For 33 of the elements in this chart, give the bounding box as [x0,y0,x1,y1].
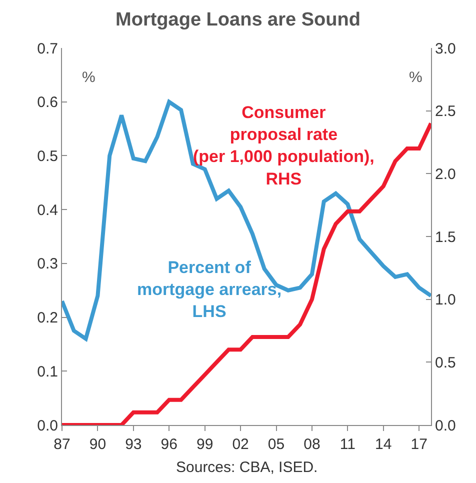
x-tick-label: 05 [268,436,285,453]
series-label: Consumer proposal rate (per 1,000 population), RHS [193,103,374,188]
y-tick-label: 0.5 [37,148,58,165]
x-tick-label: 93 [125,436,142,453]
y2-tick-label: 0.0 [435,417,456,434]
y-tick-label: 0.2 [37,310,58,327]
y-axis-title: % [82,69,96,86]
x-tick-label: 87 [54,436,70,453]
y-tick-label: 0.0 [37,417,58,434]
chart-title: Mortgage Loans are Sound [116,9,360,30]
y-tick-label: 0.6 [37,94,58,112]
y-tick-label: 0.4 [37,202,58,219]
x-tick-label: 90 [89,436,106,453]
source-note: Sources: CBA, ISED. [176,459,318,476]
x-tick-label: 11 [340,436,356,453]
y-tick-label: 0.1 [37,363,58,380]
y2-tick-label: 0.5 [435,354,456,372]
x-tick-label: 02 [232,436,249,453]
y2-axis-title: % [409,69,422,86]
y2-tick-label: 3.0 [435,40,456,58]
series-label: Percent of mortgage arrears, LHS [137,258,282,322]
y2-tick-label: 1.5 [435,228,456,246]
x-tick-label: 17 [410,436,428,453]
y2-tick-label: 1.0 [435,292,456,309]
x-tick-label: 14 [375,436,392,453]
x-tick-label: 96 [160,436,178,453]
y2-tick-label: 2.0 [435,166,456,183]
y2-tick-label: 2.5 [435,103,456,120]
y-tick-label: 0.3 [37,256,58,273]
y-tick-label: 0.7 [37,40,58,58]
x-tick-label: 99 [196,436,214,453]
x-tick-label: 08 [304,436,320,453]
line-series [62,100,431,341]
